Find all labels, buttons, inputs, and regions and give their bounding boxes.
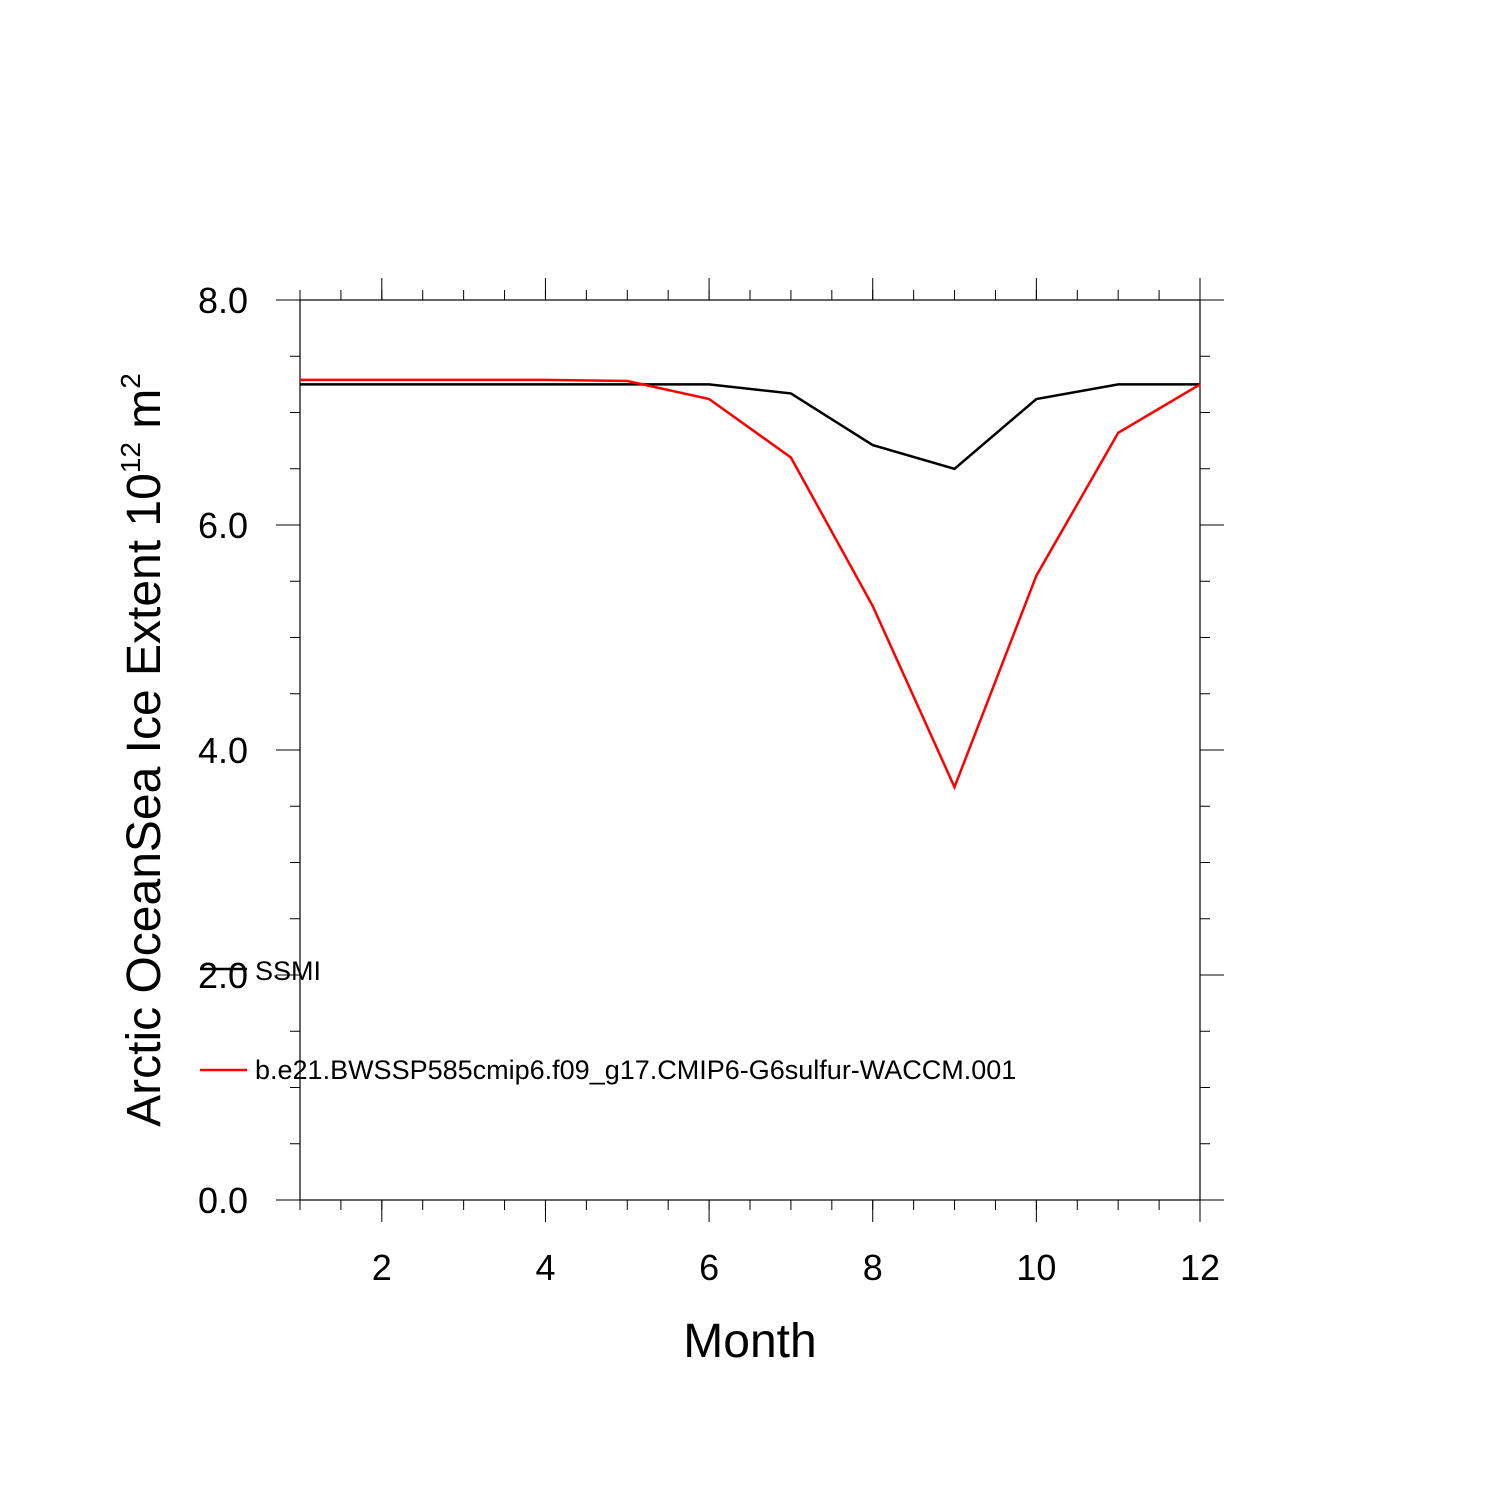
legend: SSMI b.e21.BWSSP585cmip6.f09_g17.CMIP6-G… (200, 956, 1016, 1085)
x-tick-label: 6 (699, 1247, 719, 1288)
x-tick-label: 8 (863, 1247, 883, 1288)
series-line-ssmi (300, 383, 1200, 471)
series-lines (300, 378, 1201, 791)
y-axis-title-unit-exponent: 2 (115, 373, 146, 389)
legend-label-g6sulfur: b.e21.BWSSP585cmip6.f09_g17.CMIP6-G6sulf… (255, 1055, 1016, 1085)
axis-ticks (276, 278, 1224, 1222)
y-tick-label: 0.0 (198, 1180, 248, 1221)
x-tick-label: 2 (372, 1247, 392, 1288)
x-tick-label: 4 (535, 1247, 555, 1288)
y-tick-label: 4.0 (198, 730, 248, 771)
x-tick-label: 12 (1180, 1247, 1220, 1288)
x-tick-label: 10 (1016, 1247, 1056, 1288)
y-tick-label: 6.0 (198, 505, 248, 546)
x-axis-title: Month (683, 1315, 816, 1368)
y-tick-label: 2.0 (198, 955, 248, 996)
y-axis-title-unit: m (118, 389, 171, 442)
series-line-g6sulfur (300, 378, 1201, 791)
y-axis-title-main: Arctic OceanSea Ice Extent 10 (118, 473, 171, 1127)
y-axis-title: Arctic OceanSea Ice Extent 1012 m2 (115, 373, 171, 1127)
axis-tick-labels: 2 4 6 8 10 12 0.0 2.0 4.0 6.0 8.0 (198, 280, 1220, 1288)
y-axis-title-exponent: 12 (115, 442, 146, 473)
legend-label-ssmi: SSMI (255, 956, 321, 986)
y-tick-label: 8.0 (198, 280, 248, 321)
